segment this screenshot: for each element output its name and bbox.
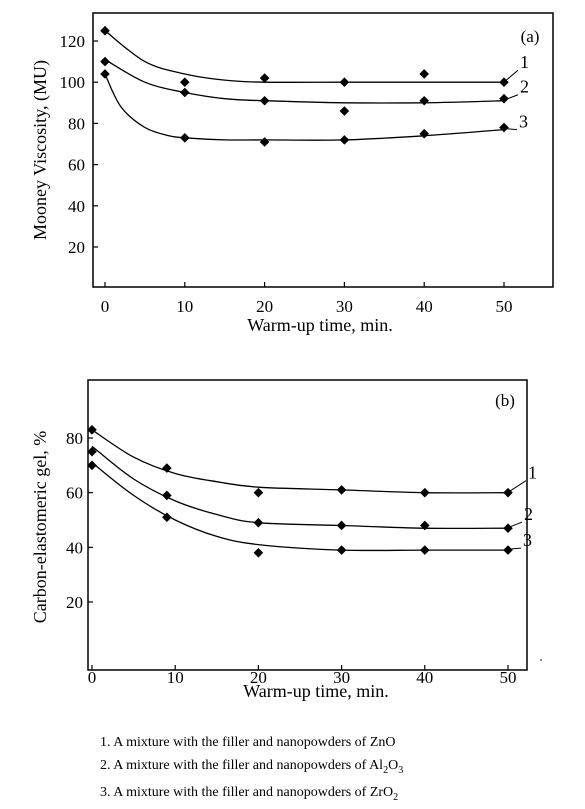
data-point-series-1: [87, 425, 97, 435]
x-tick-label: 10: [167, 668, 184, 687]
y-tick-label: 120: [60, 32, 86, 51]
series-label-1: 1: [528, 463, 537, 483]
data-point-series-3: [180, 133, 190, 143]
fit-curve-2: [91, 445, 509, 530]
y-tick-label: 100: [60, 73, 86, 92]
panel-label: (a): [521, 27, 540, 46]
chart-panel-a: (a) 0 10 20 30 40 50 20 40 60 80 100 120 Warm-up time…: [30, 12, 554, 335]
data-point-series-1: [100, 25, 110, 36]
data-point-series-2: [87, 446, 97, 457]
x-tick-label: 30: [333, 668, 350, 687]
plot-frame: [87, 379, 528, 671]
y-axis-label: Carbon-elastomeric gel, %: [30, 431, 50, 623]
x-tick-label: 50: [496, 297, 513, 316]
data-point-series-2: [339, 106, 350, 116]
x-tick-label: 40: [416, 668, 433, 687]
data-point-series-2: [419, 95, 429, 106]
fit-curve-3: [104, 73, 505, 141]
data-point-series-3: [336, 545, 347, 555]
data-point-series-3: [503, 545, 513, 555]
data-point-series-3: [100, 69, 110, 79]
data-point-series-2: [259, 95, 270, 106]
data-point-series-1: [503, 487, 513, 498]
data-point-series-1: [336, 485, 347, 495]
chart-panel-b: (b) 0 10 20 30 40 50 20 40 60 80 Warm-up time, min.…: [30, 379, 537, 701]
y-tick-label: 40: [68, 197, 85, 216]
legend-item-3: 3. A mixture with the filler and nanopow…: [100, 782, 403, 809]
x-axis-label: Warm-up time, min.: [247, 315, 393, 335]
x-tick-label: 0: [101, 297, 110, 316]
data-point-series-1: [162, 463, 172, 473]
legend-item-1-formula: ZnO: [369, 735, 396, 750]
data-point-series-3: [419, 128, 429, 139]
series-label-2: 2: [524, 504, 533, 524]
x-tick-label: 30: [336, 297, 353, 316]
data-point-series-3: [259, 137, 270, 147]
data-point-series-3: [87, 460, 97, 471]
y-tick-label: 60: [68, 156, 85, 175]
data-point-series-1: [499, 77, 509, 87]
x-tick-label: 20: [256, 297, 273, 316]
data-point-series-1: [180, 77, 190, 87]
series-label-1: 1: [520, 52, 529, 72]
y-tick-label: 80: [66, 429, 83, 448]
legend-item-2: 2. A mixture with the filler and nanopow…: [100, 755, 403, 782]
data-point-series-2: [180, 87, 190, 98]
data-point-series-3: [162, 512, 172, 523]
data-point-series-3: [339, 135, 350, 145]
y-tick-label: 60: [66, 484, 83, 503]
y-tick-label: 80: [68, 114, 85, 133]
legend-item-2-text: 2. A mixture with the filler and nanopow…: [100, 757, 370, 773]
fit-curve-1: [104, 30, 505, 83]
data-point-series-1: [420, 487, 430, 498]
data-point-series-1: [259, 73, 270, 83]
data-point-series-2: [499, 93, 509, 104]
legend-item-1-text: 1. A mixture with the filler and nanopow…: [100, 735, 370, 750]
legend-item-3-formula: ZrO2: [369, 784, 399, 803]
plot-frame: [92, 12, 554, 288]
x-tick-label: 20: [250, 668, 267, 687]
data-point-series-3: [253, 548, 264, 558]
data-point-series-2: [162, 490, 172, 501]
legend: 1. A mixture with the filler and nanopow…: [100, 732, 403, 809]
stray-dot: [540, 659, 542, 661]
data-point-series-2: [420, 520, 430, 531]
series-label-3: 3: [523, 530, 532, 550]
series-label-leader: [504, 69, 519, 82]
y-axis-label: Mooney Viscosity, (MU): [30, 60, 51, 240]
fit-curve-1: [91, 429, 509, 494]
fit-curve-3: [91, 462, 508, 552]
x-axis-label: Warm-up time, min.: [243, 681, 389, 701]
x-tick-label: 10: [176, 297, 193, 316]
y-tick-label: 40: [66, 538, 83, 557]
data-point-series-3: [499, 122, 509, 133]
series-label-leader: [508, 480, 527, 493]
x-tick-label: 40: [416, 297, 433, 316]
series-label-2: 2: [520, 77, 529, 97]
data-point-series-2: [100, 56, 110, 67]
series-label-3: 3: [519, 112, 528, 132]
data-point-series-2: [336, 520, 347, 531]
x-tick-label: 0: [88, 668, 97, 687]
legend-item-1: 1. A mixture with the filler and nanopow…: [100, 732, 403, 755]
legend-item-2-formula: Al2O3: [369, 757, 404, 776]
data-point-series-3: [420, 545, 430, 555]
x-tick-label: 50: [500, 668, 517, 687]
series-label-leader: [508, 521, 523, 528]
fit-curve-2: [104, 58, 505, 104]
y-tick-label: 20: [68, 238, 85, 257]
data-point-series-2: [503, 523, 513, 533]
data-point-series-2: [253, 517, 264, 528]
data-point-series-1: [253, 487, 264, 498]
data-point-series-1: [419, 69, 429, 79]
data-point-series-1: [339, 77, 350, 87]
panel-label: (b): [495, 391, 515, 410]
legend-item-3-text: 3. A mixture with the filler and nanopow…: [100, 784, 370, 800]
y-tick-label: 20: [66, 593, 83, 612]
